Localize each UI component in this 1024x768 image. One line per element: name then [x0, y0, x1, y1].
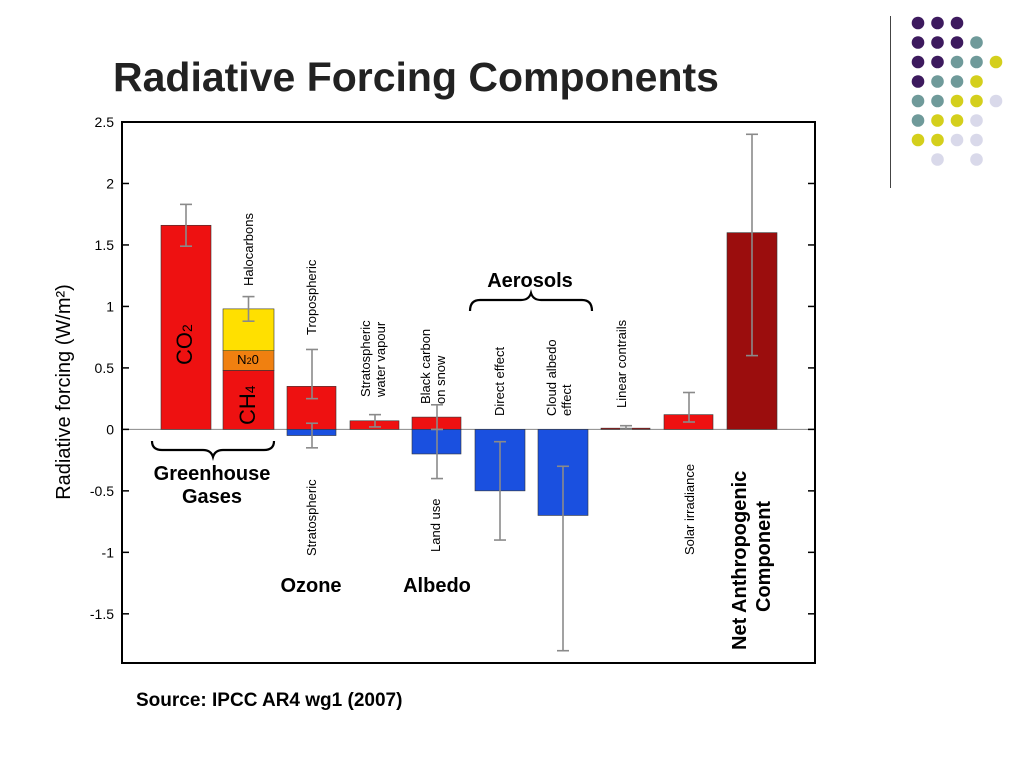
- decorative-dot: [989, 94, 1003, 108]
- bar-label-linear-contrails: Linear contrails: [614, 319, 629, 408]
- decorative-dot: [931, 133, 944, 147]
- decorative-dot: [911, 133, 925, 147]
- bar-label-cloud-albedo-2: effect: [559, 384, 574, 416]
- bar-label-direct-effect: Direct effect: [492, 346, 507, 416]
- decorative-dot: [950, 36, 964, 49]
- bar-co2: [160, 224, 212, 430]
- decorative-dot: [970, 75, 983, 88]
- bar-label-co2: CO2: [172, 324, 197, 365]
- bar-label-solar-irradiance: Solar irradiance: [682, 464, 697, 555]
- y-tick-label: 1: [106, 298, 114, 314]
- bar-label-black-carbon-1: Black carbon: [418, 329, 433, 404]
- errorbar-solar-irradiance: [683, 391, 695, 423]
- aerosols-brace: [468, 289, 594, 312]
- decorative-dot: [911, 114, 925, 127]
- decorative-dot: [911, 55, 925, 69]
- source-caption: Source: IPCC AR4 wg1 (2007): [136, 690, 403, 711]
- group-label-aerosols: Aerosols: [487, 270, 573, 292]
- errorbar-linear-contrails: [620, 424, 632, 430]
- errorbar-aerosol-cloud-albedo: [557, 465, 569, 652]
- decorative-dot: [931, 153, 944, 166]
- decorative-dot: [911, 16, 925, 30]
- decorative-dot: [950, 114, 964, 127]
- bar-label-ch4: CH4: [235, 385, 260, 425]
- slide-title: Radiative Forcing Components: [113, 54, 719, 100]
- errorbar-land-use: [431, 428, 443, 480]
- group-label-albedo: Albedo: [403, 575, 471, 597]
- bar-label-tropospheric: Tropospheric: [304, 259, 319, 335]
- errorbar-ozone-tropospheric: [306, 348, 318, 400]
- decorative-dot: [931, 16, 944, 30]
- decorative-dot: [931, 36, 944, 49]
- y-tick-label: 0: [106, 421, 114, 437]
- decorative-dot: [970, 55, 983, 69]
- decorative-dot: [931, 114, 944, 127]
- decorative-dot: [970, 133, 983, 147]
- bar-label-black-carbon-2: on snow: [433, 355, 448, 404]
- decorative-dot: [950, 133, 964, 147]
- bar-label-water-vapour-1: Stratospheric: [358, 320, 373, 397]
- decorative-dot: [970, 36, 983, 49]
- bar-label-halocarbons: Halocarbons: [241, 213, 256, 286]
- decorative-dot: [931, 94, 944, 108]
- decorative-dot: [950, 16, 964, 30]
- bar-label-n2o: N20: [237, 352, 259, 367]
- plot-frame: [121, 121, 816, 664]
- y-tick-label: 2: [106, 175, 114, 191]
- y-tick-label: -1: [102, 544, 115, 560]
- decorative-dot: [950, 94, 964, 108]
- decorative-dot: [970, 114, 983, 127]
- decorative-dot: [911, 94, 925, 108]
- group-label-greenhouse-2: Gases: [182, 486, 242, 508]
- net-label-2: Component: [753, 501, 775, 612]
- decorative-dot: [970, 94, 983, 108]
- divider-line: [890, 16, 891, 188]
- group-label-greenhouse-1: Greenhouse: [154, 463, 271, 485]
- decorative-dot: [950, 55, 964, 69]
- bar-label-land-use: Land use: [428, 499, 443, 553]
- decorative-dot: [931, 75, 944, 88]
- bar-label-stratospheric: Stratospheric: [304, 479, 319, 556]
- errorbar-co2: [180, 203, 192, 247]
- y-tick-label: -1.5: [90, 606, 114, 622]
- errorbar-net-anthropogenic: [746, 133, 758, 357]
- group-label-ozone: Ozone: [280, 575, 341, 597]
- y-tick-label: -0.5: [90, 483, 114, 499]
- y-tick-label: 1.5: [95, 237, 115, 253]
- bar-label-cloud-albedo-1: Cloud albedo: [544, 339, 559, 416]
- decorative-dot: [931, 55, 944, 69]
- errorbar-stratospheric-water-vapour: [369, 413, 381, 428]
- errorbar-aerosol-direct-effect: [494, 440, 506, 541]
- decorative-dot: [911, 75, 925, 88]
- y-axis-label: Radiative forcing (W/m²): [53, 284, 75, 500]
- decorative-dot: [989, 55, 1003, 69]
- errorbar-ozone-stratospheric: [306, 422, 318, 449]
- bar-ozone-tropospheric: [286, 386, 337, 430]
- bar-label-water-vapour-2: water vapour: [373, 321, 388, 398]
- greenhouse-gases-brace: [150, 440, 276, 461]
- decorative-dot: [911, 36, 925, 49]
- y-tick-label: 0.5: [95, 360, 115, 376]
- net-label-1: Net Anthropogenic: [729, 471, 751, 650]
- decorative-dot: [950, 75, 964, 88]
- errorbar-halocarbons: [242, 295, 255, 322]
- y-tick-label: 2.5: [95, 114, 115, 130]
- decorative-dot: [970, 153, 983, 166]
